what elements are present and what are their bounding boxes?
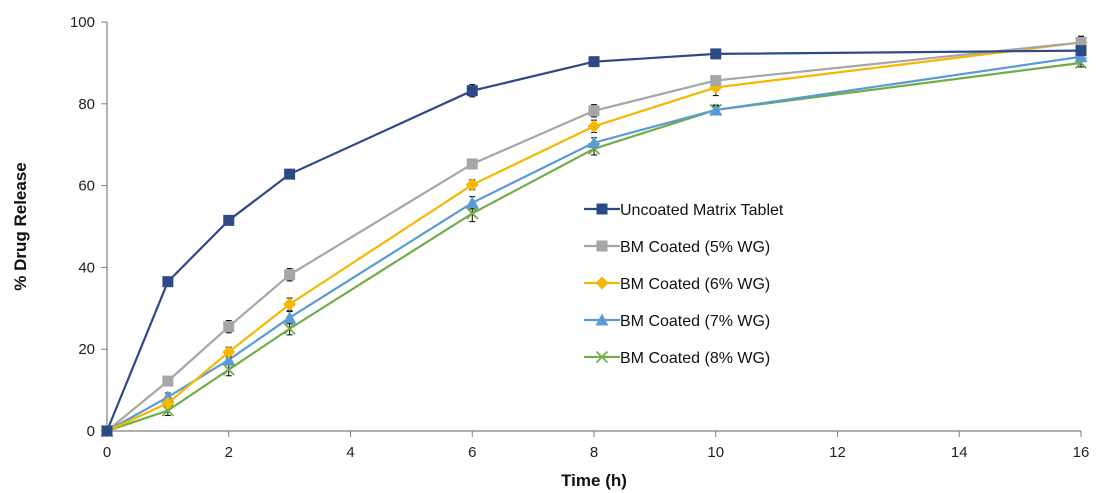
x-tick-label: 4	[346, 444, 354, 461]
data-point	[283, 322, 296, 335]
data-point	[466, 85, 478, 97]
data-point	[222, 345, 236, 359]
data-point	[284, 168, 296, 180]
data-point	[284, 269, 296, 281]
legend-label: Uncoated Matrix Tablet	[620, 202, 784, 219]
legend-item-2: BM Coated (6% WG)	[584, 276, 770, 293]
data-point	[283, 297, 297, 311]
data-point	[465, 178, 479, 192]
x-tick-label: 2	[225, 444, 233, 461]
legend-label: BM Coated (5% WG)	[620, 239, 770, 256]
data-point	[222, 353, 236, 366]
y-tick-label: 20	[78, 341, 95, 358]
data-point	[587, 119, 601, 133]
x-tick-label: 10	[707, 444, 724, 461]
data-point	[162, 276, 174, 288]
axes: 0 2 4 6 8 10 12 14 16 0 20 40 60 80 100	[70, 14, 1089, 461]
data-point	[1075, 36, 1087, 48]
legend-marker	[595, 350, 609, 364]
x-tick-label: 14	[951, 444, 968, 461]
series-line	[106, 41, 1082, 432]
legend-marker	[596, 240, 608, 252]
data-point	[588, 105, 600, 117]
data-point	[466, 158, 478, 170]
legend-item-0: Uncoated Matrix Tablet	[584, 202, 784, 219]
series-line	[106, 41, 1082, 433]
series-line	[105, 49, 1082, 432]
data-point	[101, 425, 113, 437]
data-point	[161, 404, 175, 417]
data-point	[1074, 50, 1088, 63]
y-tick-label: 60	[78, 178, 95, 195]
data-point	[283, 311, 297, 324]
data-point	[222, 363, 235, 376]
data-point	[161, 396, 175, 410]
legend: Uncoated Matrix Tablet BM Coated (5% WG) B…	[584, 202, 784, 367]
data-point	[587, 136, 601, 149]
series-line	[106, 55, 1082, 432]
data-point	[709, 103, 723, 116]
legend-label: BM Coated (6% WG)	[620, 276, 770, 293]
series-layer	[100, 35, 1088, 438]
legend-item-3: BM Coated (7% WG)	[584, 313, 770, 330]
legend-marker	[595, 276, 609, 290]
y-tick-label: 0	[87, 423, 95, 440]
x-axis-title: Time (h)	[561, 471, 627, 490]
data-point	[588, 56, 600, 68]
data-point	[1075, 45, 1087, 57]
data-point	[465, 196, 479, 209]
legend-label: BM Coated (8% WG)	[620, 350, 770, 367]
x-tick-label: 8	[590, 444, 598, 461]
data-point	[223, 214, 235, 226]
legend-item-4: BM Coated (8% WG)	[584, 350, 770, 367]
data-point	[162, 375, 174, 387]
y-tick-label: 40	[78, 259, 95, 276]
legend-item-1: BM Coated (5% WG)	[584, 239, 770, 256]
data-point	[223, 321, 235, 333]
legend-marker	[595, 313, 609, 326]
data-point	[466, 207, 479, 220]
legend-label: BM Coated (7% WG)	[620, 313, 770, 330]
x-tick-label: 16	[1073, 444, 1090, 461]
series-1	[101, 35, 1087, 437]
series-2	[100, 35, 1088, 438]
series-0	[101, 45, 1087, 437]
y-axis-title: % Drug Release	[11, 162, 30, 291]
legend-marker	[596, 203, 608, 215]
data-point	[710, 48, 722, 60]
y-tick-label: 100	[70, 14, 95, 31]
y-tick-label: 80	[78, 96, 95, 113]
data-point	[710, 74, 722, 86]
x-tick-label: 12	[829, 444, 846, 461]
x-tick-label: 0	[103, 444, 111, 461]
x-tick-label: 6	[468, 444, 476, 461]
